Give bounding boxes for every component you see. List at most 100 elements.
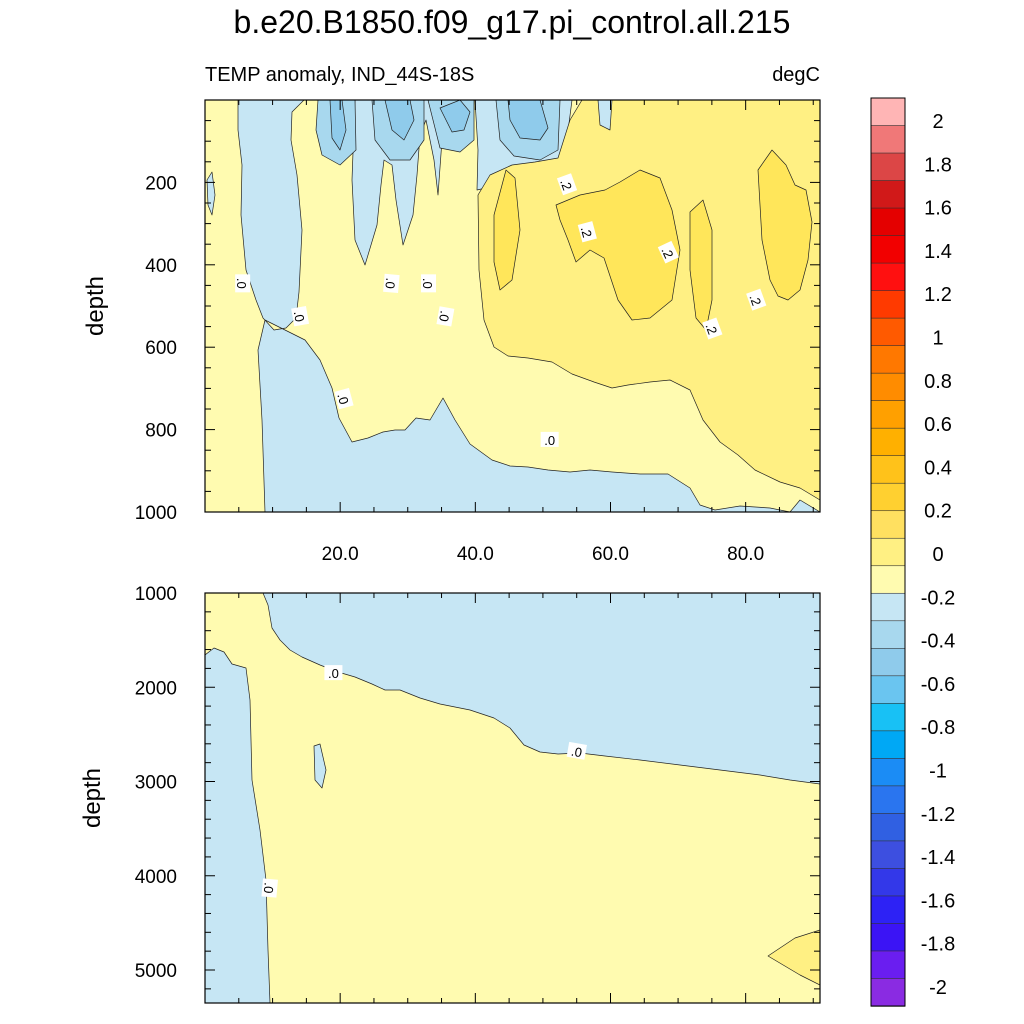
colorbar-label: -1.2 [921,804,955,826]
colorbar-swatch [870,345,906,374]
colorbar-label: 0.8 [924,371,952,393]
colorbar-label: 0.2 [924,501,952,523]
colorbar-swatch [870,317,906,347]
lower-negative-left-region [205,647,271,1003]
contour-label-text: .2 [746,292,764,307]
x-tick-label: 20.0 [322,544,359,565]
colorbar-label: -1.6 [921,890,955,912]
contour-label-box [235,274,251,293]
contour-label-text: .2 [702,321,720,336]
colorbar-label: 0 [932,544,943,566]
colorbar-swatch [870,262,906,292]
colorbar-swatch [870,235,906,264]
colorbar-label: -1 [929,761,947,783]
colorbar-swatch [870,648,906,677]
contour-label: .0 [324,665,343,681]
contour-label-box [540,431,559,447]
contour-label: .2 [657,240,679,264]
colorbar-label: -1.4 [921,847,955,869]
contour-label-text: .2 [557,177,575,192]
contour-label-text: .2 [578,225,595,239]
contour-label-box [291,306,310,327]
contour-label-box [324,665,343,681]
contour-label: .0 [382,273,400,294]
y-tick-label: 1000 [135,503,177,524]
upper-cold-core-top-4 [507,100,549,141]
colorbar-swatch [870,675,906,705]
contour-label: .2 [556,173,578,196]
colorbar-label: 1.6 [924,198,952,220]
colorbar-swatch [870,592,906,622]
upper-y-axis-label: depth [82,276,109,336]
colorbar-swatch [870,97,906,127]
contour-label-box [261,878,278,898]
contour-label-text: .0 [382,277,398,289]
colorbar-swatch [870,125,906,154]
upper-contour-0.4-d [757,149,813,301]
contour-label-text: .0 [234,278,249,289]
colorbar-swatch [870,290,906,319]
contour-label-text: .0 [420,278,435,289]
lower-contour-fill [205,593,820,1003]
colorbar-swatch [870,180,906,209]
colorbar-swatch [870,758,906,787]
contour-label-text: .0 [436,310,453,323]
colorbar-swatch [870,923,906,952]
lower-plot-frame [204,592,821,1004]
y-tick-label: 600 [145,338,177,359]
colorbar-labels: 2 1.8 1.6 1.4 1.2 1 0.8 0.6 0.4 0.2 0 -0.2 -0.4 -0.6 -… [921,111,955,999]
upper-axes: 20.0 40.0 60.0 80.0 200 400 600 800 1000 [135,100,820,565]
colorbar-swatch [870,482,906,512]
colorbar-swatch [870,840,906,870]
colorbar-swatch [870,895,906,925]
y-tick-label: 200 [145,173,177,194]
colorbar-label: -2 [929,977,947,999]
lower-negative-upper-region [262,593,820,785]
upper-cold-top-right [597,100,613,131]
colorbar-swatch [870,813,906,842]
colorbar-label: -0.8 [921,717,955,739]
chart-title: b.e20.B1850.f09_g17.pi_control.all.215 [234,4,791,40]
contour-label-text: .0 [334,392,351,406]
lower-warm-pocket [767,929,820,986]
colorbar-swatch [870,537,906,567]
chart-units: degC [772,64,820,86]
colorbar-label: -0.4 [921,631,955,653]
y-tick-label: 800 [145,421,177,442]
contour-label: .0 [540,431,559,448]
contour-label-text: .0 [570,744,583,761]
contour-label: .0 [291,306,310,327]
colorbar [870,97,906,1007]
y-tick-label: 3000 [135,773,177,794]
upper-cold-core-top-3 [439,100,471,133]
colorbar-swatch [870,868,906,897]
colorbar-label: 1 [932,328,943,350]
contour-label-box [746,288,767,311]
contour-label: .2 [746,288,767,311]
contour-label-box [436,306,455,327]
contour-label-box [556,173,578,196]
colorbar-swatch [870,372,906,402]
upper-cold-core-top-2 [384,100,415,141]
colorbar-label: -0.6 [921,674,955,696]
colorbar-swatch [870,730,906,760]
colorbar-swatch [870,565,906,594]
colorbar-label: -0.2 [921,587,955,609]
contour-label-box [657,240,679,264]
lower-y-axis-label: depth [79,768,106,828]
colorbar-label: -1.8 [921,934,955,956]
colorbar-swatch [870,152,906,182]
contour-label-text: .0 [328,666,339,681]
upper-contour-0.4-a [493,169,521,291]
upper-cold-core-top-1 [329,100,347,151]
colorbar-swatch [870,455,906,484]
contour-label-box [577,221,597,243]
contour-label-box [421,274,437,293]
colorbar-label: 1.4 [924,241,952,263]
upper-panel: 20.0 40.0 60.0 80.0 200 400 600 800 1000 .0 .0 .0.… [82,99,821,565]
contour-label-text: .0 [544,433,555,448]
contour-label-box [702,317,723,340]
y-tick-label: 5000 [135,961,177,982]
lower-panel: 1000 2000 3000 4000 5000 .0 .0 .0 depth [79,584,821,1004]
y-tick-label: 4000 [135,867,177,888]
